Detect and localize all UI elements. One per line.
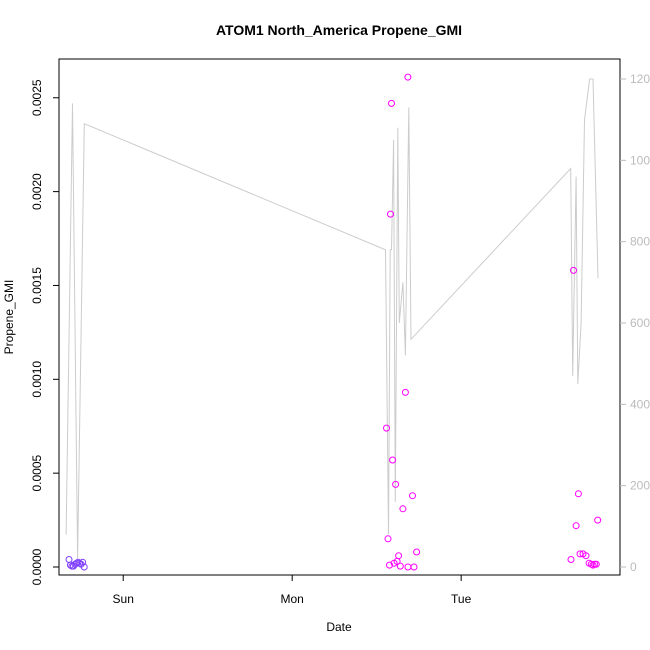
plot-area-frame	[58, 58, 621, 576]
data-point	[384, 535, 392, 543]
y-right-tick-label: 4000	[630, 397, 650, 411]
y-axis-label: Propene_GMI	[2, 280, 16, 355]
data-point	[570, 266, 577, 274]
data-point	[389, 456, 397, 464]
data-point	[79, 558, 87, 566]
y-right-tick-label: 0	[630, 560, 637, 574]
data-point	[567, 556, 575, 563]
data-point	[401, 388, 409, 396]
data-point	[388, 99, 395, 107]
chart-title: ATOM1 North_America Propene_GMI	[216, 22, 462, 38]
x-tick-label: Sun	[113, 592, 134, 606]
data-point	[413, 548, 421, 556]
y-left-tick-label: 0.0010	[30, 361, 44, 398]
data-point	[582, 552, 590, 560]
data-point	[392, 480, 400, 488]
data-point	[65, 556, 73, 563]
scatter-series	[65, 73, 602, 571]
data-point	[399, 505, 407, 513]
data-point	[409, 492, 416, 500]
y-left-tick-label: 0.0000	[30, 548, 44, 585]
y-right-tick-label: 12000	[630, 72, 650, 86]
y-axis-left: 0.0000 0.0005 0.0010 0.0015 0.0020 0.0025	[30, 79, 59, 585]
y-axis-right: 0 2000 4000 6000 8000 10000 12000	[620, 72, 650, 574]
y-left-tick-label: 0.0020	[30, 173, 44, 210]
data-point	[410, 563, 418, 571]
x-tick-label: Tue	[451, 592, 472, 606]
data-point	[80, 563, 88, 571]
data-point	[404, 563, 412, 571]
y-right-tick-label: 6000	[630, 316, 650, 330]
y-right-tick-label: 8000	[630, 235, 650, 249]
x-axis-label: Date	[326, 620, 352, 634]
data-point	[387, 210, 394, 218]
data-point	[594, 516, 602, 524]
y-left-tick-label: 0.0015	[30, 267, 44, 304]
data-point	[395, 552, 403, 560]
data-point	[383, 424, 390, 432]
data-point	[396, 562, 404, 570]
y-left-tick-label: 0.0005	[30, 454, 44, 491]
data-point	[404, 73, 412, 81]
data-point	[592, 560, 600, 568]
data-point	[386, 561, 393, 569]
y-left-tick-label: 0.0025	[30, 79, 44, 116]
line-series	[65, 78, 599, 559]
data-point	[76, 559, 84, 567]
data-point	[67, 561, 74, 569]
y-right-tick-label: 2000	[630, 479, 650, 493]
data-point	[572, 522, 580, 530]
data-point	[574, 490, 582, 498]
x-axis: Sun Mon Tue	[113, 575, 472, 606]
x-tick-label: Mon	[281, 592, 304, 606]
series-line	[65, 78, 599, 559]
y-right-tick-label: 10000	[630, 153, 650, 167]
